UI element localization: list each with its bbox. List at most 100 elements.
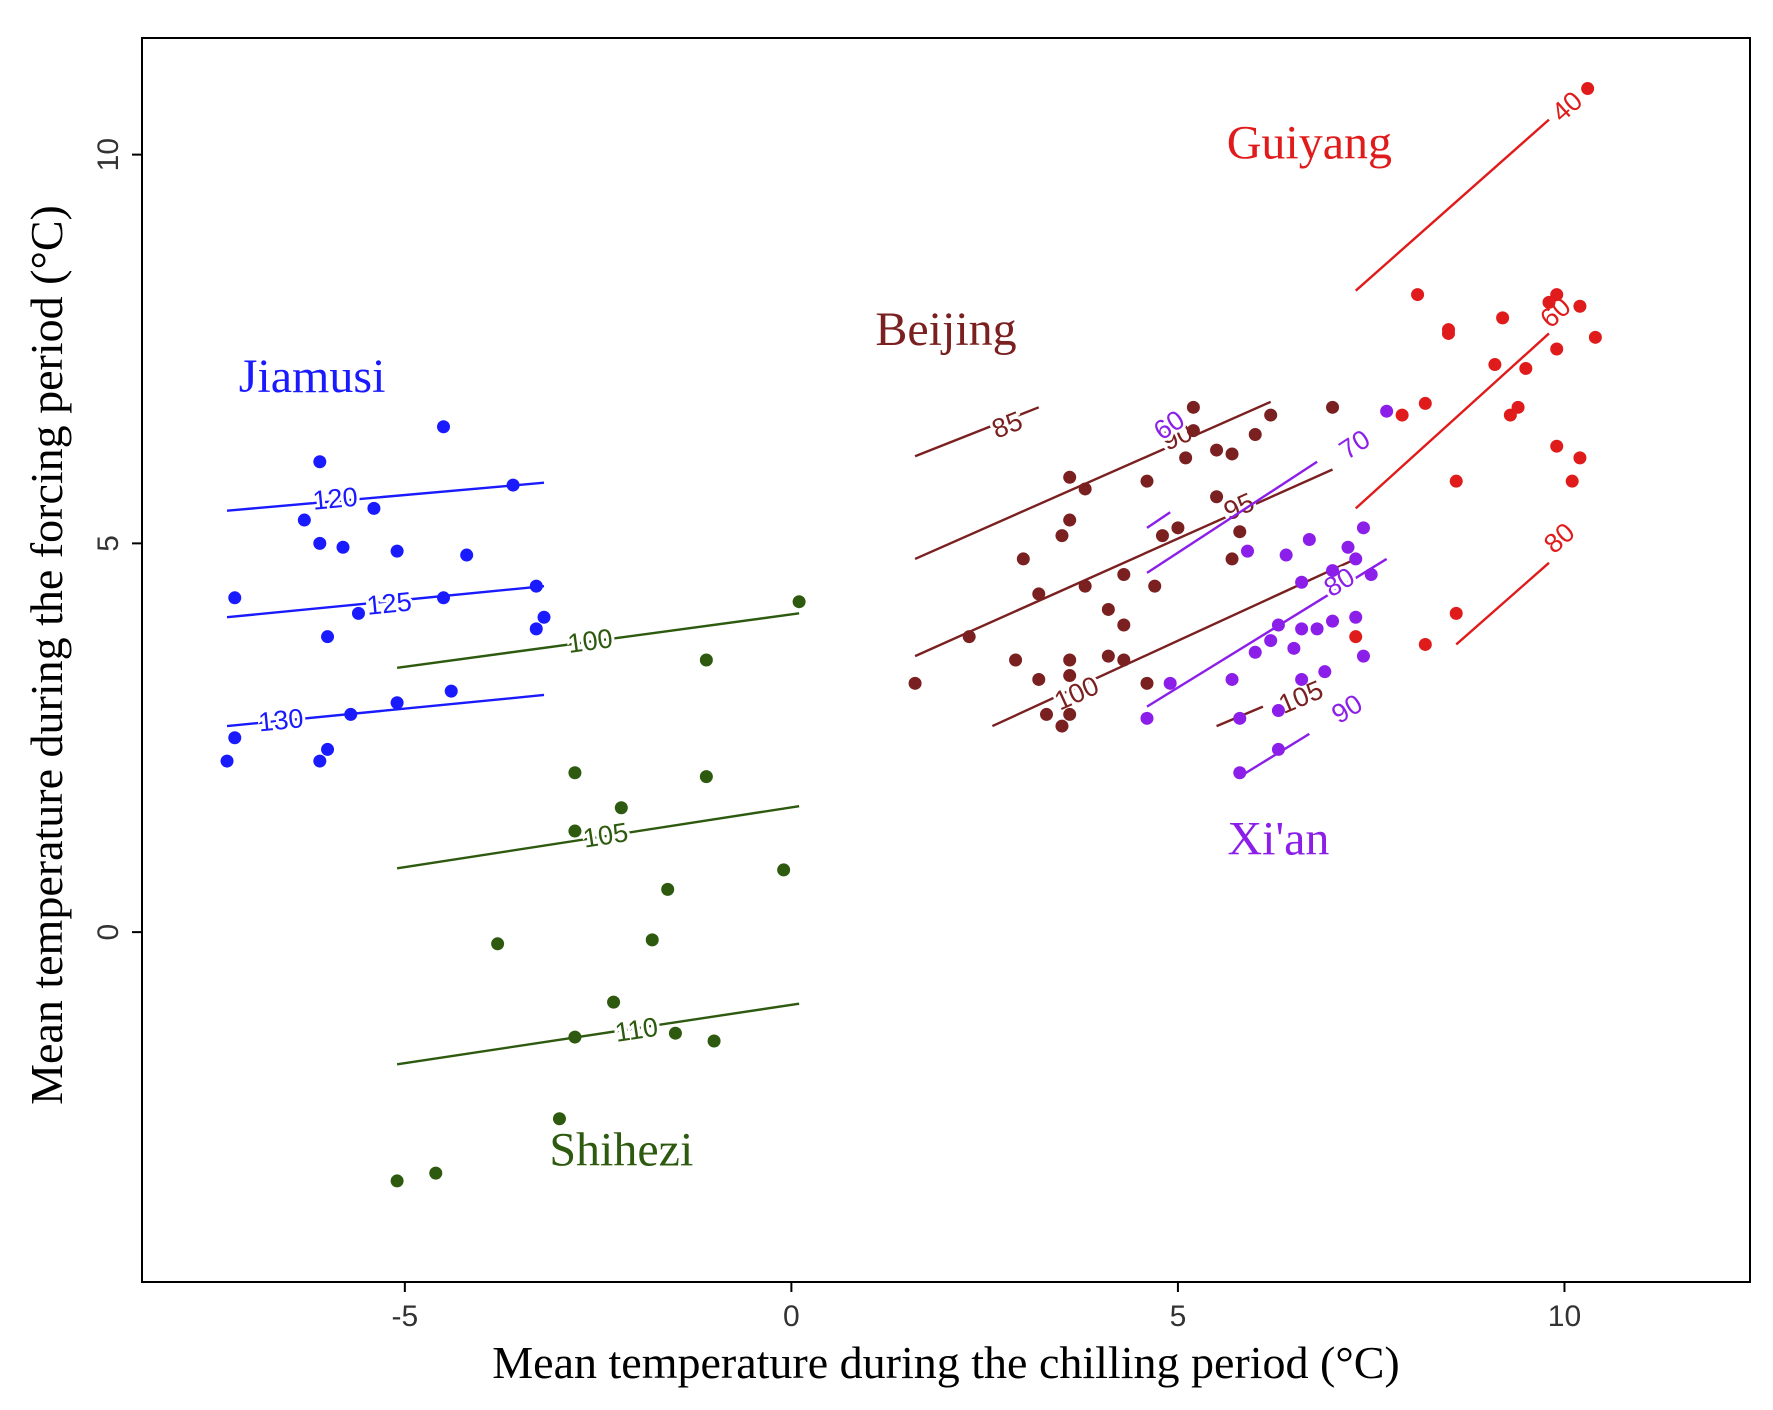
y-axis-title: Mean temperature during the forcing peri…: [21, 205, 72, 1105]
contour-line-guiyang: [1354, 118, 1550, 292]
y-tick-label: 0: [92, 924, 125, 941]
data-point-guiyang: [1442, 326, 1455, 340]
data-points: [220, 82, 1602, 1188]
data-point-jiamusi: [313, 536, 327, 550]
data-point-jiamusi: [390, 696, 404, 710]
data-point-beijing: [962, 630, 976, 644]
contour-line-xian: [1239, 732, 1310, 778]
data-point-guiyang: [1418, 637, 1432, 651]
data-point-shihezi: [614, 801, 628, 815]
data-point-shihezi: [552, 1112, 566, 1126]
contour-line-guiyang: [1455, 561, 1550, 646]
data-point-guiyang: [1573, 299, 1587, 313]
data-point-xian: [1310, 622, 1324, 636]
data-point-jiamusi: [220, 754, 234, 768]
x-tick-label: 10: [1548, 1300, 1581, 1333]
data-point-beijing: [1063, 707, 1077, 721]
data-point-guiyang: [1550, 439, 1564, 453]
data-point-guiyang: [1550, 342, 1564, 356]
data-point-jiamusi: [506, 478, 520, 492]
data-point-beijing: [1101, 602, 1115, 616]
data-point-guiyang: [1503, 408, 1517, 422]
data-point-shihezi: [777, 863, 791, 877]
city-label-xian: Xi'an: [1227, 812, 1329, 865]
data-point-beijing: [1179, 451, 1193, 465]
data-point-xian: [1349, 610, 1363, 624]
data-point-beijing: [1063, 470, 1077, 484]
data-point-guiyang: [1449, 474, 1463, 488]
data-point-xian: [1349, 552, 1363, 566]
contour-line-jiamusi: [226, 584, 545, 619]
data-point-xian: [1163, 676, 1177, 690]
data-point-xian: [1364, 567, 1378, 581]
data-point-beijing: [1210, 490, 1224, 504]
data-point-xian: [1326, 614, 1340, 628]
x-tick-label: 0: [783, 1300, 800, 1333]
data-point-xian: [1271, 742, 1285, 756]
data-point-shihezi: [568, 766, 582, 780]
contour-line-xian: [1146, 557, 1388, 708]
data-point-shihezi: [699, 653, 713, 667]
contour-line-jiamusi: [226, 481, 545, 512]
data-point-guiyang: [1581, 82, 1595, 96]
city-label-jiamusi: Jiamusi: [239, 350, 386, 403]
data-point-guiyang: [1488, 358, 1502, 372]
data-point-shihezi: [645, 933, 659, 947]
data-point-guiyang: [1565, 474, 1579, 488]
data-point-xian: [1271, 618, 1285, 632]
data-point-beijing: [1225, 552, 1239, 566]
contour-line-shihezi: [396, 1002, 800, 1066]
plot-frame: [141, 37, 1751, 1283]
contour-label-shihezi: 100: [566, 623, 615, 659]
data-point-shihezi: [491, 937, 505, 951]
data-point-jiamusi: [367, 501, 381, 515]
data-point-guiyang: [1542, 295, 1556, 309]
data-point-guiyang: [1449, 606, 1463, 620]
data-point-beijing: [1326, 400, 1340, 414]
data-point-xian: [1380, 404, 1394, 418]
data-point-shihezi: [568, 1030, 582, 1044]
data-point-jiamusi: [228, 591, 242, 605]
data-point-xian: [1295, 672, 1309, 686]
data-point-guiyang: [1496, 311, 1510, 325]
contour-line-xian: [1146, 460, 1318, 574]
data-point-beijing: [1078, 482, 1092, 496]
data-point-beijing: [1009, 653, 1023, 667]
data-point-beijing: [1225, 447, 1239, 461]
data-point-jiamusi: [529, 622, 543, 636]
city-label-beijing: Beijing: [875, 303, 1016, 356]
data-point-beijing: [1055, 529, 1069, 543]
data-point-shihezi: [792, 595, 806, 609]
data-point-beijing: [1140, 676, 1154, 690]
x-tick-label: 5: [1170, 1300, 1187, 1333]
data-point-xian: [1326, 564, 1340, 578]
data-point-beijing: [1186, 424, 1200, 438]
data-point-xian: [1225, 672, 1239, 686]
data-point-xian: [1241, 544, 1254, 558]
contour-label-jiamusi: 120: [311, 482, 359, 516]
data-point-xian: [1356, 649, 1370, 663]
data-point-beijing: [1032, 672, 1046, 686]
data-point-jiamusi: [313, 754, 327, 768]
data-point-jiamusi: [537, 610, 551, 624]
data-point-beijing: [1063, 513, 1077, 527]
data-point-beijing: [1264, 408, 1278, 422]
data-point-jiamusi: [344, 707, 358, 721]
data-point-xian: [1356, 521, 1370, 535]
data-point-beijing: [1140, 474, 1154, 488]
y-tick-label: 5: [92, 535, 125, 552]
city-label-guiyang: Guiyang: [1227, 117, 1392, 170]
data-point-beijing: [1063, 669, 1077, 683]
data-point-jiamusi: [437, 420, 450, 434]
data-point-xian: [1140, 711, 1154, 725]
data-point-beijing: [1248, 428, 1262, 442]
data-point-jiamusi: [313, 455, 327, 469]
data-point-beijing: [1210, 443, 1224, 457]
data-point-jiamusi: [228, 731, 242, 745]
data-point-jiamusi: [529, 579, 543, 593]
contour-line-xian: [1146, 511, 1171, 529]
contour-line-beijing: [991, 557, 1357, 728]
data-point-xian: [1271, 704, 1285, 718]
data-point-beijing: [1063, 653, 1077, 667]
